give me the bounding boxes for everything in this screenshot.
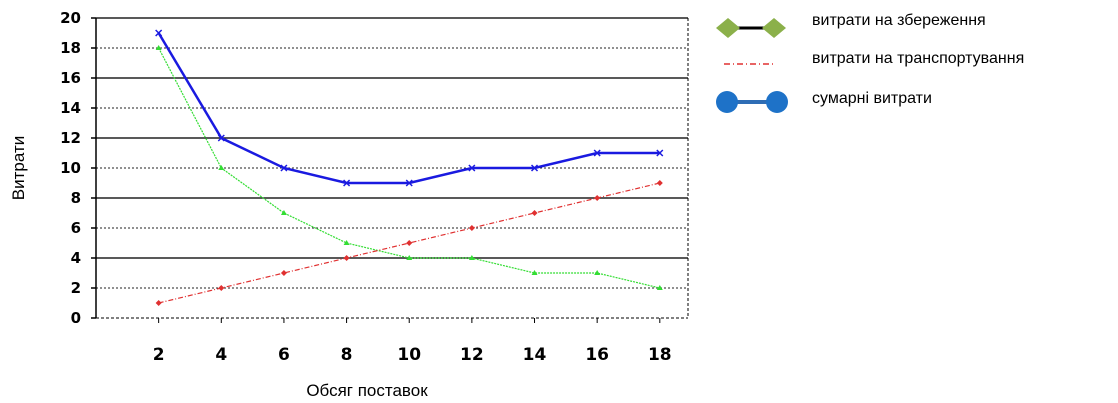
y-tick-label: 4 (71, 249, 81, 267)
x-tick-label: 16 (585, 345, 609, 365)
y-tick-label: 10 (60, 159, 81, 177)
data-point (406, 255, 413, 260)
data-point (594, 195, 601, 201)
data-point (280, 270, 287, 276)
y-tick-label: 20 (60, 9, 81, 27)
data-point (217, 134, 225, 142)
y-tick-label: 6 (71, 219, 81, 237)
blue-circle-line-icon (716, 91, 788, 113)
y-axis-title: Витрати (9, 136, 28, 200)
y-tick-label: 12 (60, 129, 81, 147)
data-point (468, 225, 475, 231)
data-point (155, 300, 162, 306)
data-point (531, 270, 538, 275)
red-dashed-line-icon (724, 63, 774, 65)
data-point (405, 179, 413, 187)
green-diamond-line-icon (716, 18, 786, 38)
legend-item-total: сумарні витрати (712, 88, 1112, 118)
y-tick-label: 0 (71, 309, 81, 327)
legend-label-total: сумарні витрати (812, 90, 932, 107)
grid-lines (96, 17, 688, 289)
x-tick-label: 10 (397, 345, 421, 365)
data-point (468, 164, 476, 172)
y-tick-label: 18 (60, 39, 81, 57)
data-point (656, 149, 664, 157)
x-tick-labels: 2 4 6 8 10 12 14 16 18 (153, 345, 672, 365)
data-point (343, 240, 350, 245)
data-point (530, 164, 539, 172)
x-tick-label: 12 (460, 345, 484, 365)
data-point (218, 285, 225, 291)
x-tick-label: 4 (215, 345, 227, 365)
data-point (656, 180, 663, 186)
data-point (280, 210, 287, 215)
data-point (155, 29, 163, 37)
y-tick-labels: 0 2 4 6 8 10 12 14 16 18 20 (60, 9, 81, 327)
data-point (343, 179, 351, 187)
y-tick-label: 2 (71, 279, 81, 297)
y-tick-label: 14 (60, 99, 81, 117)
data-point (218, 165, 225, 170)
y-tick-label: 8 (71, 189, 81, 207)
data-point (656, 285, 663, 290)
series-group (155, 29, 664, 306)
legend-label-transport: витрати на транспортування (812, 50, 1025, 67)
x-tick-label: 14 (523, 345, 547, 365)
axes (91, 17, 689, 323)
data-point (280, 164, 288, 172)
data-point (406, 240, 413, 246)
legend-item-transport: витрати на транспортування (712, 48, 1112, 78)
x-axis-title: Обсяг поставок (306, 381, 428, 400)
legend-item-storage: витрати на збереження (712, 8, 1112, 38)
chart-canvas: 0 2 4 6 8 10 12 14 16 18 20 2 4 6 8 10 12 14 16 18 Витрати… (9, 9, 689, 400)
data-point (593, 149, 601, 157)
data-point (155, 45, 162, 50)
x-tick-label: 18 (648, 345, 672, 365)
y-tick-label: 16 (60, 69, 81, 87)
data-point (343, 255, 350, 261)
data-point (594, 270, 601, 275)
data-point (531, 210, 538, 216)
legend-label-storage: витрати на збереження (812, 12, 986, 29)
x-tick-label: 2 (153, 345, 165, 365)
data-point (468, 255, 475, 260)
x-tick-label: 6 (278, 345, 290, 365)
x-tick-label: 8 (341, 345, 353, 365)
